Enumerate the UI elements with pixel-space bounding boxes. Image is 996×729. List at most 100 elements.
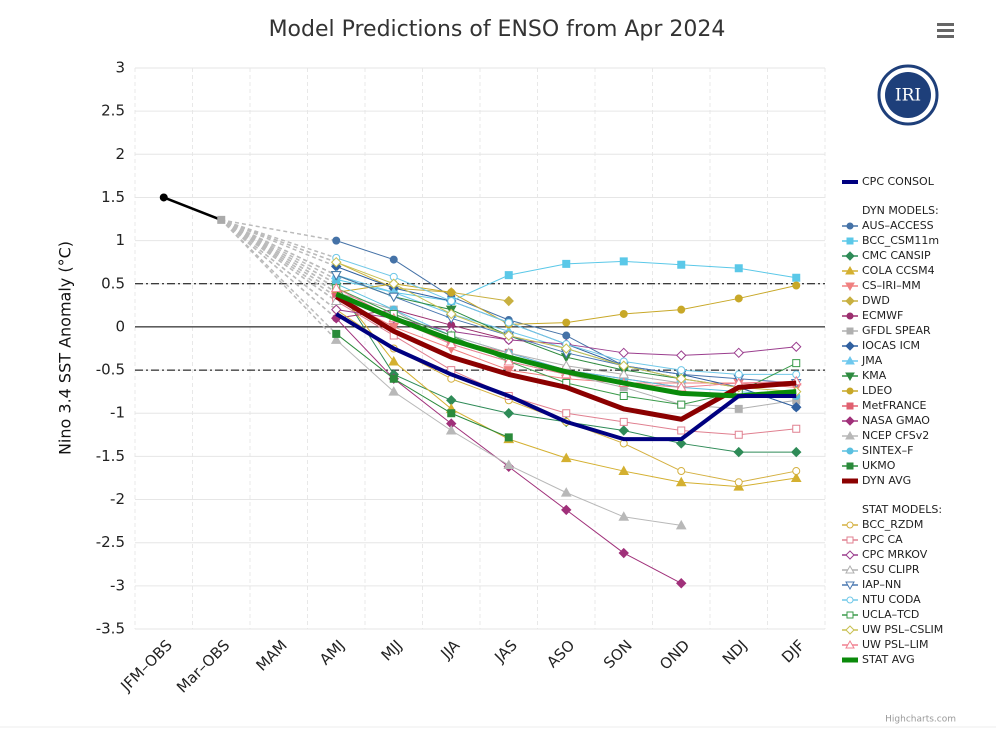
legend-item[interactable]: GFDL SPEAR — [842, 324, 931, 337]
legend-item[interactable]: CMC CANSIP — [842, 249, 931, 262]
marker — [845, 639, 855, 649]
legend-label: SINTEX–F — [862, 444, 914, 457]
marker — [677, 366, 686, 375]
menu-bar[interactable] — [937, 23, 954, 26]
x-tick-label: DJF — [778, 636, 808, 666]
marker — [845, 416, 855, 426]
legend-item[interactable]: NCEP CFSv2 — [842, 429, 929, 442]
legend-label: DWD — [862, 294, 890, 307]
marker — [332, 329, 341, 338]
marker — [619, 257, 628, 266]
x-tick-label: SON — [600, 636, 636, 672]
legend-item[interactable]: AUS–ACCESS — [842, 219, 934, 232]
marker — [446, 308, 457, 320]
legend-item[interactable]: NASA GMAO — [842, 414, 930, 427]
consensus-line — [335, 312, 797, 442]
marker — [846, 327, 854, 335]
logo-disc — [885, 72, 931, 118]
y-tick-label: -0.5 — [96, 361, 125, 379]
connector — [220, 219, 337, 302]
connector — [220, 219, 337, 335]
legend-item[interactable]: CPC MRKOV — [842, 548, 928, 561]
marker — [845, 251, 855, 261]
legend-item[interactable]: IOCAS ICM — [842, 339, 920, 352]
legend-label: UW PSL–CSLIM — [862, 623, 943, 636]
menu-button[interactable] — [937, 23, 954, 38]
legend-item[interactable]: UCLA–TCD — [842, 608, 919, 621]
legend-item[interactable]: CPC CONSOL — [842, 175, 935, 188]
legend-item[interactable]: CPC CA — [842, 533, 903, 546]
observed-line — [163, 196, 222, 222]
legend-item[interactable]: JMA — [842, 354, 883, 367]
legend-item[interactable]: UW PSL–LIM — [842, 638, 929, 651]
legend-item[interactable]: CSU CLIPR — [842, 563, 920, 576]
legend-item[interactable]: DWD — [842, 294, 890, 307]
legend-item[interactable]: STAT AVG — [842, 653, 915, 666]
menu-bar[interactable] — [937, 35, 954, 38]
legend-item[interactable]: DYN AVG — [842, 474, 911, 487]
connector — [220, 219, 337, 268]
legend-item[interactable]: CS–IRI–MM — [842, 279, 921, 292]
y-tick-label: 0.5 — [101, 274, 125, 292]
average-line — [334, 294, 797, 422]
marker — [846, 462, 854, 470]
legend-item[interactable]: BCC_RZDM — [842, 518, 923, 531]
y-tick-label: -2.5 — [96, 533, 125, 551]
legend-item[interactable]: NTU CODA — [842, 593, 921, 606]
marker — [388, 278, 399, 289]
connector — [220, 219, 337, 311]
marker — [504, 318, 513, 327]
marker — [562, 259, 571, 268]
menu-bar[interactable] — [937, 29, 954, 32]
x-tick-label: MAM — [252, 636, 290, 674]
marker — [846, 237, 854, 245]
y-tick-label: -3.5 — [96, 620, 125, 638]
legend-label: IOCAS ICM — [862, 339, 920, 352]
legend-item[interactable]: MetFRANCE — [842, 399, 927, 412]
connector — [220, 219, 337, 319]
marker — [504, 271, 513, 280]
legend-item[interactable]: LDEO — [842, 384, 893, 397]
marker — [447, 409, 456, 418]
marker — [791, 401, 802, 413]
legend-item[interactable]: KMA — [842, 369, 887, 382]
legend-label: DYN AVG — [862, 474, 911, 487]
marker — [447, 288, 456, 297]
legend-label: CMC CANSIP — [862, 249, 931, 262]
marker — [503, 459, 515, 470]
marker — [675, 519, 687, 530]
marker — [734, 404, 743, 413]
legend-item[interactable]: IAP–NN — [842, 578, 901, 591]
marker — [846, 596, 854, 604]
legend-item[interactable]: COLA CCSM4 — [842, 264, 935, 277]
marker — [677, 467, 686, 476]
marker — [618, 347, 629, 359]
marker — [561, 343, 572, 354]
connector — [220, 219, 337, 281]
marker — [560, 452, 572, 463]
legend-item[interactable]: UW PSL–CSLIM — [842, 623, 943, 636]
marker — [792, 467, 801, 476]
marker — [330, 271, 342, 281]
legend-label: CSU CLIPR — [862, 563, 920, 576]
marker — [846, 387, 854, 395]
legend-item[interactable]: UKMO — [842, 459, 896, 472]
marker — [845, 355, 855, 365]
legend-label: GFDL SPEAR — [862, 324, 931, 337]
legend-item[interactable]: SINTEX–F — [842, 444, 914, 457]
marker — [675, 381, 687, 392]
legend-label: AUS–ACCESS — [862, 219, 934, 232]
y-tick-label: -1.5 — [96, 447, 125, 465]
y-tick-label: 1 — [115, 231, 125, 249]
marker — [734, 478, 743, 487]
marker — [791, 341, 802, 352]
marker — [845, 625, 855, 635]
average-line — [335, 291, 797, 399]
marker — [619, 309, 628, 318]
marker — [389, 255, 398, 264]
marker — [676, 350, 687, 361]
marker — [733, 347, 744, 359]
legend-item[interactable]: BCC_CSM11m — [842, 234, 939, 247]
legend-item[interactable]: ECMWF — [842, 309, 903, 322]
